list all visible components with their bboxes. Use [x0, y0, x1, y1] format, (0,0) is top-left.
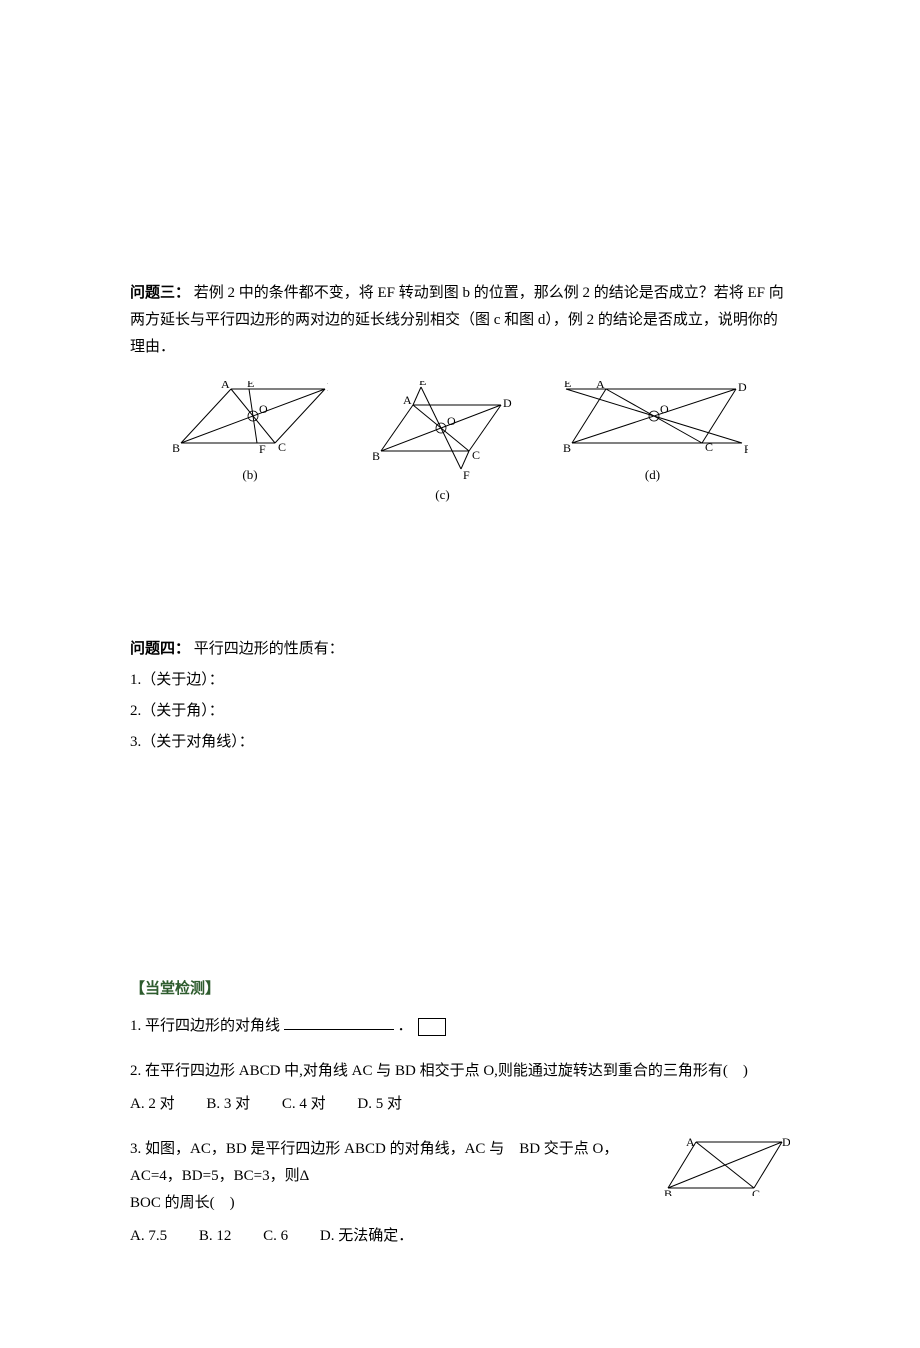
diagram-c-label: (c): [373, 483, 513, 506]
test-q1-suffix: ．: [398, 1018, 413, 1034]
svg-text:A: A: [221, 381, 230, 391]
svg-text:F: F: [744, 442, 748, 456]
q4-item-1: 1.（关于边）：: [130, 667, 790, 694]
test-q3-text2: BOC 的周长( ): [130, 1190, 640, 1217]
test-q2-options: A. 2 对 B. 3 对 C. 4 对 D. 5 对: [130, 1091, 790, 1118]
svg-text:E: E: [419, 381, 426, 388]
svg-text:D: D: [327, 381, 328, 394]
svg-text:C: C: [752, 1187, 760, 1196]
test-q1: 1. 平行四边形的对角线 ．: [130, 1013, 790, 1040]
test-q3-option-d: D. 无法确定．: [320, 1223, 413, 1250]
q4-item-2: 2.（关于角）：: [130, 698, 790, 725]
diagram-d: A D B C E F O (d): [558, 381, 748, 486]
test-header: 【当堂检测】: [130, 976, 790, 1003]
question-3-label: 问题三：: [130, 285, 190, 301]
svg-text:D: D: [738, 381, 747, 394]
test-q3-text1: 3. 如图，AC，BD 是平行四边形 ABCD 的对角线，AC 与 BD 交于点…: [130, 1136, 640, 1190]
svg-text:D: D: [782, 1136, 790, 1149]
question-4-text: 平行四边形的性质有：: [194, 641, 344, 657]
svg-text:A: A: [403, 393, 412, 407]
test-q3-option-c: C. 6: [263, 1223, 288, 1250]
diagram-d-label: (d): [558, 463, 748, 486]
svg-text:B: B: [664, 1187, 672, 1196]
test-q2-option-a: A. 2 对: [130, 1091, 175, 1118]
question-4-label: 问题四：: [130, 641, 190, 657]
test-q2: 2. 在平行四边形 ABCD 中,对角线 AC 与 BD 相交于点 O,则能通过…: [130, 1058, 790, 1118]
blank-fill[interactable]: [284, 1015, 394, 1030]
question-3-text: 若例 2 中的条件都不变，将 EF 转动到图 b 的位置，那么例 2 的结论是否…: [130, 285, 784, 355]
svg-text:F: F: [463, 468, 470, 481]
test-section: 【当堂检测】 1. 平行四边形的对角线 ． 2. 在平行四边形 ABCD 中,对…: [130, 976, 790, 1250]
svg-text:B: B: [373, 449, 380, 463]
test-q2-text: 2. 在平行四边形 ABCD 中,对角线 AC 与 BD 相交于点 O,则能通过…: [130, 1058, 790, 1085]
diagram-b-label: (b): [173, 463, 328, 486]
svg-text:O: O: [259, 402, 268, 416]
test-q2-option-c: C. 4 对: [282, 1091, 326, 1118]
svg-text:A: A: [686, 1136, 695, 1149]
svg-text:B: B: [173, 441, 180, 455]
small-box-icon: [418, 1018, 446, 1036]
svg-text:C: C: [705, 440, 713, 454]
test-q3-options: A. 7.5 B. 12 C. 6 D. 无法确定．: [130, 1223, 640, 1250]
diagram-c: A D B C E F O (c): [373, 381, 513, 506]
svg-text:E: E: [564, 381, 571, 390]
test-q3-option-a: A. 7.5: [130, 1223, 167, 1250]
question-4-block: 问题四： 平行四边形的性质有： 1.（关于边）： 2.（关于角）： 3.（关于对…: [130, 636, 790, 756]
question-3-block: 问题三： 若例 2 中的条件都不变，将 EF 转动到图 b 的位置，那么例 2 …: [130, 280, 790, 361]
svg-text:C: C: [472, 448, 480, 462]
test-q1-prefix: 1. 平行四边形的对角线: [130, 1018, 280, 1034]
svg-text:O: O: [447, 414, 456, 428]
svg-text:D: D: [503, 396, 512, 410]
svg-text:F: F: [259, 442, 266, 456]
svg-text:A: A: [596, 381, 605, 391]
test-q3-option-b: B. 12: [199, 1223, 232, 1250]
diagrams-row: A D B C E F O (b) A D B C E F O (c) A D B C E F O (d): [130, 381, 790, 506]
test-q2-option-b: B. 3 对: [206, 1091, 250, 1118]
diagram-b: A D B C E F O (b): [173, 381, 328, 486]
svg-text:O: O: [660, 402, 669, 416]
svg-text:E: E: [247, 381, 254, 390]
test-q3-diagram: A D B C: [660, 1136, 790, 1206]
test-q3: 3. 如图，AC，BD 是平行四边形 ABCD 的对角线，AC 与 BD 交于点…: [130, 1136, 790, 1250]
test-q2-option-d: D. 5 对: [357, 1091, 402, 1118]
q4-item-3: 3.（关于对角线）：: [130, 729, 790, 756]
svg-text:C: C: [278, 440, 286, 454]
svg-text:B: B: [563, 441, 571, 455]
